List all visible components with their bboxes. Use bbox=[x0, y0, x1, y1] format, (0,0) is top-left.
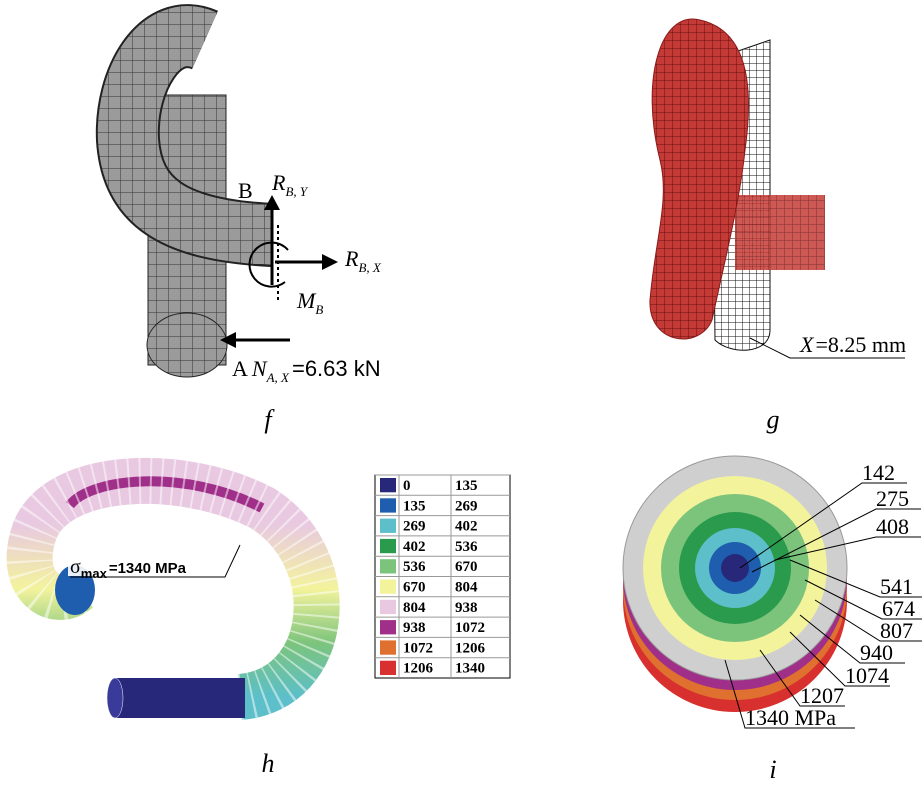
pipe-straight bbox=[115, 678, 245, 718]
legend-to: 135 bbox=[455, 478, 478, 494]
subscript: B, Y bbox=[285, 184, 308, 199]
arrowhead bbox=[264, 195, 280, 210]
legend-swatch bbox=[380, 600, 396, 614]
legend-from: 938 bbox=[403, 620, 426, 636]
legend-swatch bbox=[380, 640, 396, 654]
symbol: N bbox=[251, 356, 268, 381]
legend-from: 0 bbox=[403, 478, 411, 494]
caption: h bbox=[262, 749, 275, 778]
legend-from: 804 bbox=[403, 600, 426, 616]
contour-label: 1074 bbox=[845, 663, 889, 688]
panel-g: X=8.25 mm g bbox=[650, 19, 906, 434]
legend-to: 1072 bbox=[455, 620, 485, 636]
symbol: R bbox=[344, 246, 359, 271]
subscript: A, X bbox=[266, 370, 290, 385]
legend-swatch bbox=[380, 559, 396, 573]
value: =6.63 kN bbox=[292, 356, 381, 381]
symbol: σ bbox=[70, 556, 81, 578]
legend-from: 402 bbox=[403, 539, 426, 555]
subscript: B, X bbox=[358, 260, 381, 275]
label: A bbox=[232, 356, 248, 381]
contour bbox=[721, 554, 749, 582]
legend-to: 1206 bbox=[455, 640, 486, 656]
label: X=8.25 mm bbox=[799, 332, 906, 357]
legend-swatch bbox=[380, 539, 396, 553]
contour-label: 275 bbox=[876, 486, 909, 511]
panel-h: σmax=1340 MPa h 0 135 135 269 269 402 402 536 53… bbox=[30, 475, 510, 778]
label: B bbox=[238, 178, 253, 203]
legend-to: 938 bbox=[455, 600, 478, 616]
legend-from: 135 bbox=[403, 498, 426, 514]
caption: i bbox=[769, 755, 776, 784]
legend-from: 1072 bbox=[403, 640, 433, 656]
figure: B RB, Y RB, X MB ANA, X=6.63 kN f X=8.25… bbox=[0, 0, 922, 788]
legend-to: 402 bbox=[455, 519, 478, 535]
value: =8.25 mm bbox=[815, 332, 906, 357]
legend-swatch bbox=[380, 620, 396, 634]
value: =1340 MPa bbox=[109, 560, 187, 577]
pipe-end bbox=[147, 313, 227, 377]
caption: f bbox=[264, 405, 275, 434]
legend-to: 536 bbox=[455, 539, 478, 555]
symbol: R bbox=[271, 170, 286, 195]
symbol: X bbox=[799, 332, 815, 357]
legend-to: 804 bbox=[455, 580, 478, 596]
label: RB, Y bbox=[271, 170, 309, 199]
caption: g bbox=[767, 405, 780, 434]
legend-from: 536 bbox=[403, 559, 426, 575]
subscript: max bbox=[81, 566, 108, 581]
label: MB bbox=[296, 288, 323, 317]
legend-swatch bbox=[380, 519, 396, 533]
arrowhead bbox=[322, 254, 338, 270]
legend-swatch bbox=[380, 498, 396, 512]
legend-swatch bbox=[380, 580, 396, 594]
contour-label: 408 bbox=[876, 514, 909, 539]
pipe-end bbox=[107, 678, 123, 718]
legend-to: 269 bbox=[455, 498, 478, 514]
legend-swatch bbox=[380, 661, 396, 675]
subscript: B bbox=[315, 302, 323, 317]
contour-label: 142 bbox=[862, 460, 895, 485]
label: RB, X bbox=[344, 246, 382, 275]
legend-from: 269 bbox=[403, 519, 426, 535]
legend-to: 670 bbox=[455, 559, 478, 575]
contour-label: 940 bbox=[860, 640, 893, 665]
symbol: M bbox=[296, 288, 317, 313]
page: B RB, Y RB, X MB ANA, X=6.63 kN f X=8.25… bbox=[0, 0, 922, 788]
legend-from: 670 bbox=[403, 580, 426, 596]
legend-to: 1340 bbox=[455, 661, 485, 677]
branch-mesh bbox=[735, 195, 825, 270]
legend-swatch bbox=[380, 478, 396, 492]
legend-from: 1206 bbox=[403, 661, 434, 677]
contour-label: 1340 MPa bbox=[745, 705, 836, 730]
